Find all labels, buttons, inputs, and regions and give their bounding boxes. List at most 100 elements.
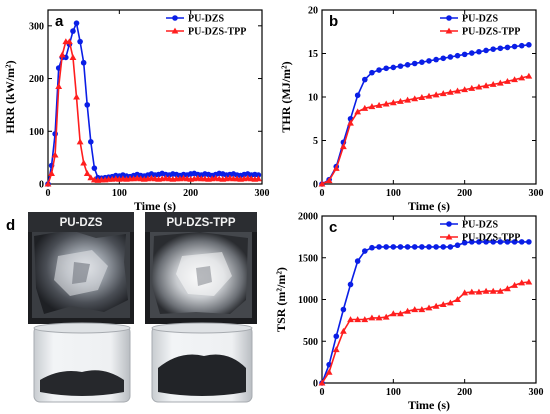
data-point [376, 67, 382, 73]
data-point [87, 174, 95, 181]
y-axis-title: TSR (m²/m²) [274, 267, 288, 332]
y-tick-label: 200 [29, 74, 44, 85]
x-axis-title: Time (s) [408, 199, 450, 213]
data-point [390, 64, 397, 71]
data-point [504, 44, 511, 51]
y-tick-label: 20 [308, 6, 318, 17]
data-point [461, 86, 469, 93]
x-tick-label: 100 [386, 387, 401, 398]
y-tick-label: 0 [313, 379, 318, 390]
data-point [461, 289, 469, 296]
data-point [518, 74, 526, 81]
legend-label: PU-DZS [462, 220, 499, 231]
data-point [51, 151, 59, 158]
series-tsr [318, 239, 533, 386]
data-point [58, 51, 66, 58]
data-point [369, 244, 375, 251]
data-point [496, 79, 504, 86]
legend-marker [172, 15, 178, 21]
data-point [411, 60, 418, 67]
data-point [354, 258, 361, 264]
data-point [375, 101, 383, 108]
data-point [497, 239, 504, 245]
y-tick-label: 0 [39, 180, 44, 191]
data-point [70, 28, 76, 34]
data-point [468, 84, 476, 91]
x-axis-title: Time (s) [408, 398, 450, 412]
series-line-0 [321, 44, 529, 185]
x-tick-label: 200 [457, 188, 472, 199]
data-point [397, 97, 404, 104]
data-point [55, 83, 63, 90]
data-point [361, 316, 369, 323]
data-point [518, 42, 525, 49]
data-point [382, 100, 390, 107]
char-in-beaker-right [158, 354, 246, 396]
data-point [482, 287, 490, 294]
data-point [426, 244, 432, 250]
data-point [483, 47, 489, 54]
data-point [383, 244, 390, 250]
data-point [526, 42, 532, 48]
series-line-1 [321, 281, 529, 384]
data-point [489, 287, 497, 294]
data-point [526, 239, 532, 245]
data-point [83, 170, 91, 177]
data-point [461, 239, 468, 246]
data-point [468, 288, 476, 295]
data-point [447, 88, 454, 95]
data-point [389, 99, 397, 106]
y-tick-label: 1500 [298, 253, 318, 264]
data-point [439, 301, 447, 308]
data-point [497, 45, 504, 52]
legend-marker [171, 27, 179, 34]
data-point [469, 239, 475, 245]
data-point [432, 302, 440, 309]
data-point [255, 175, 262, 182]
data-point [411, 306, 419, 313]
y-axis-title: THR (MJ/m²) [279, 61, 293, 132]
data-point [340, 306, 347, 313]
data-point [325, 177, 333, 184]
photo-label-pu-dzs-tpp: PU-DZS-TPP [167, 217, 236, 229]
y-tick-label: 10 [308, 93, 318, 104]
x-tick-label: 200 [457, 387, 472, 398]
data-point [511, 239, 518, 245]
data-point [490, 239, 497, 245]
legend-marker [446, 15, 452, 21]
series-hrr [44, 20, 262, 187]
x-tick-label: 200 [183, 188, 198, 199]
series-line-0 [47, 20, 259, 185]
x-axis-title: Time (s) [134, 199, 176, 213]
data-point [325, 368, 333, 375]
data-point [475, 288, 483, 295]
data-point [368, 103, 376, 110]
data-point [411, 95, 419, 102]
data-point [454, 52, 461, 59]
photo-pu-dzs-tpp: PU-DZS-TPP [145, 212, 257, 403]
data-point [419, 59, 425, 65]
data-point [447, 54, 454, 60]
plot-frame [47, 9, 263, 185]
data-point [447, 299, 454, 306]
data-point [461, 51, 468, 58]
data-point [404, 96, 411, 103]
x-tick-label: 0 [320, 188, 325, 199]
axes-thr: 0 100 200 300 0 5 10 15 20 Time (s) THR (MJ/m²) b [279, 6, 544, 214]
data-point [382, 313, 390, 320]
data-point [454, 242, 461, 249]
data-point [48, 170, 55, 177]
data-point [84, 102, 91, 108]
y-tick-label: 5 [313, 136, 318, 147]
data-point [433, 56, 439, 63]
data-point [397, 244, 404, 250]
data-point [73, 93, 80, 100]
data-point [340, 143, 347, 150]
data-point [332, 346, 340, 353]
data-point [340, 327, 347, 334]
data-point [362, 76, 368, 83]
data-point [411, 244, 418, 250]
panel-letter-a: a [55, 13, 64, 30]
data-point [76, 138, 84, 145]
